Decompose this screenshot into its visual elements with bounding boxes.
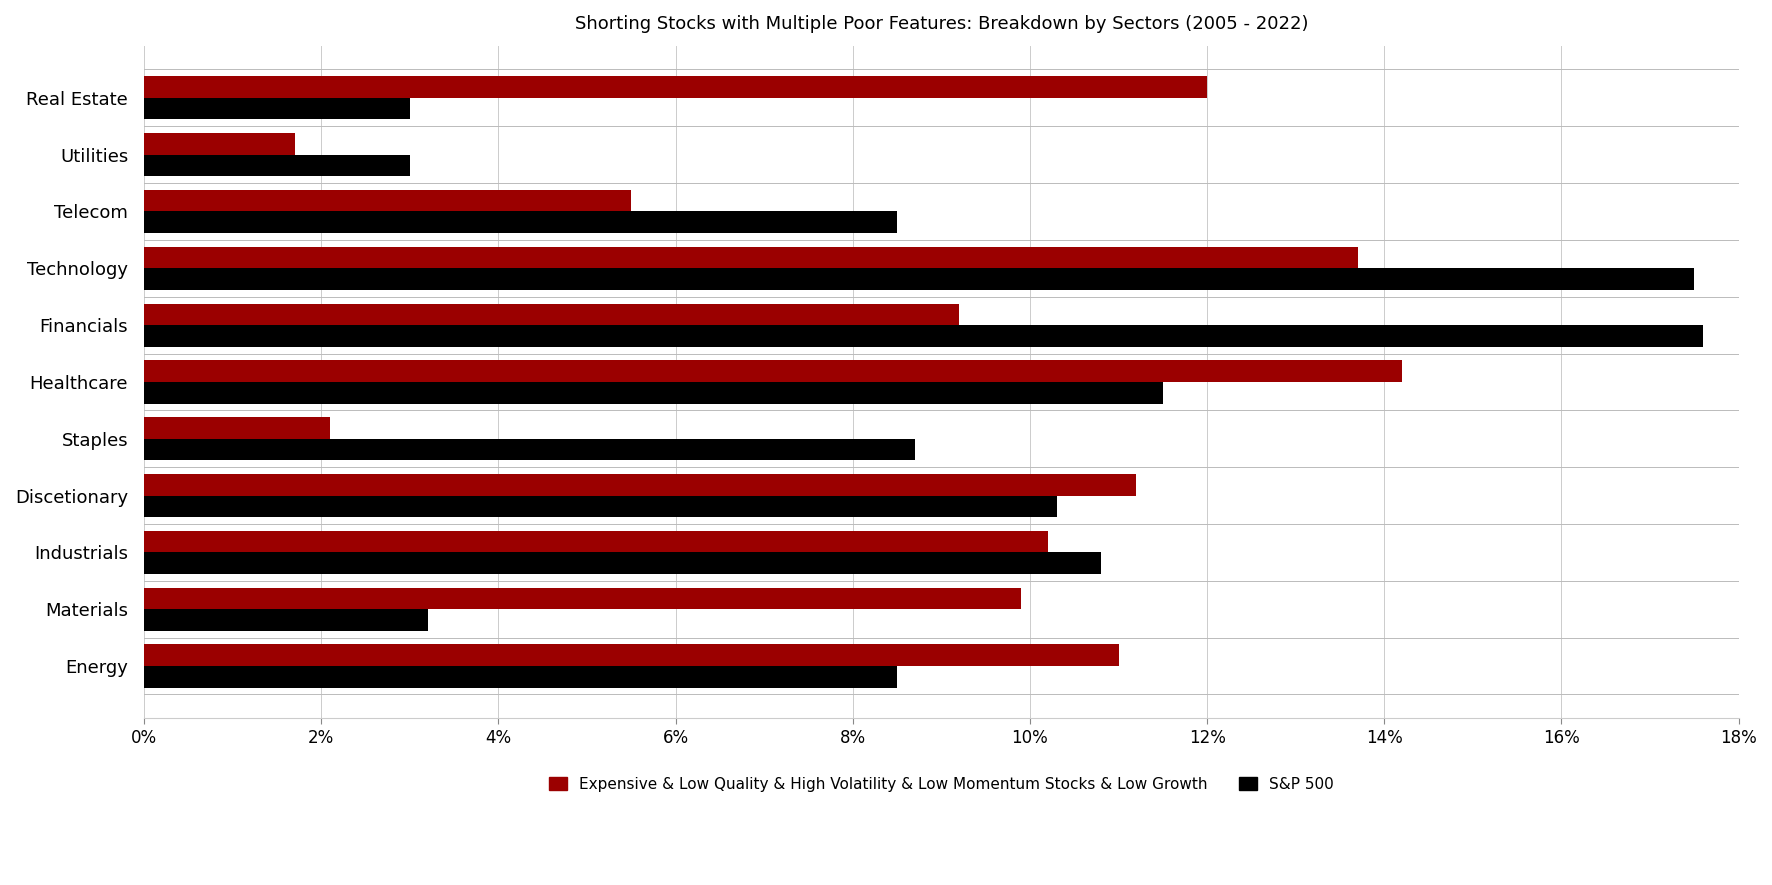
Bar — [144, 155, 409, 176]
Bar — [144, 133, 294, 155]
Bar — [144, 98, 409, 119]
Legend: Expensive & Low Quality & High Volatility & Low Momentum Stocks & Low Growth, S&: Expensive & Low Quality & High Volatilit… — [542, 771, 1340, 798]
Title: Shorting Stocks with Multiple Poor Features: Breakdown by Sectors (2005 - 2022): Shorting Stocks with Multiple Poor Featu… — [574, 15, 1308, 33]
Bar — [144, 666, 897, 688]
Bar — [144, 325, 1703, 347]
Bar — [144, 439, 914, 460]
Bar — [144, 304, 959, 325]
Bar — [144, 268, 1694, 290]
Bar — [144, 474, 1136, 496]
Bar — [144, 496, 1056, 517]
Bar — [144, 382, 1162, 404]
Bar — [144, 360, 1402, 382]
Bar — [144, 417, 330, 439]
Bar — [144, 644, 1118, 666]
Bar — [144, 212, 897, 233]
Bar — [144, 531, 1047, 552]
Bar — [144, 190, 631, 212]
Bar — [144, 552, 1100, 574]
Bar — [144, 588, 1021, 609]
Bar — [144, 247, 1357, 268]
Bar — [144, 609, 427, 631]
Bar — [144, 76, 1207, 98]
